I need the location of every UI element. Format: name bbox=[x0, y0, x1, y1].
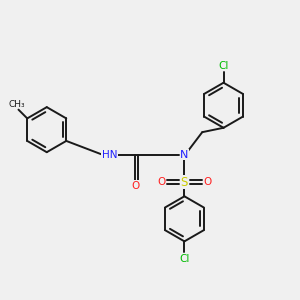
Text: O: O bbox=[158, 177, 166, 187]
Text: N: N bbox=[180, 150, 189, 160]
Text: S: S bbox=[181, 176, 188, 189]
Text: CH₃: CH₃ bbox=[9, 100, 25, 109]
Text: O: O bbox=[131, 181, 140, 191]
Text: Cl: Cl bbox=[179, 254, 190, 264]
Text: Cl: Cl bbox=[218, 61, 229, 70]
Text: O: O bbox=[203, 177, 212, 187]
Text: HN: HN bbox=[102, 150, 117, 160]
